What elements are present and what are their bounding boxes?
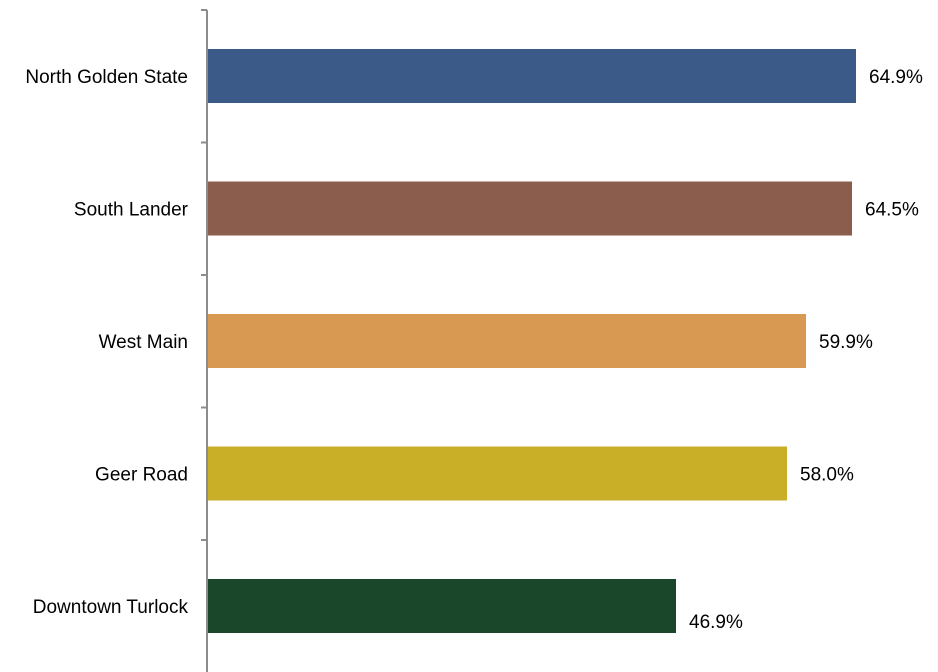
category-axis [201,9,208,672]
category-label: Geer Road [95,465,188,486]
value-label: 46.9% [689,612,743,633]
value-label: 64.5% [865,200,919,221]
bar-geer-road [208,446,787,501]
bar-south-lander [208,181,852,236]
bar-west-main [208,314,806,368]
bar-north-golden-state [208,49,856,103]
category-label: North Golden State [25,67,188,88]
labels-layer: North Golden State 64.9% South Lander 64.5%… [25,67,923,633]
category-label: Downtown Turlock [33,597,189,618]
value-label: 59.9% [819,332,873,353]
value-label: 58.0% [800,465,854,486]
value-label: 64.9% [869,67,923,88]
category-label: West Main [99,332,188,353]
bars-layer [208,49,856,633]
category-label: South Lander [74,200,189,221]
bar-downtown-turlock [208,579,676,633]
